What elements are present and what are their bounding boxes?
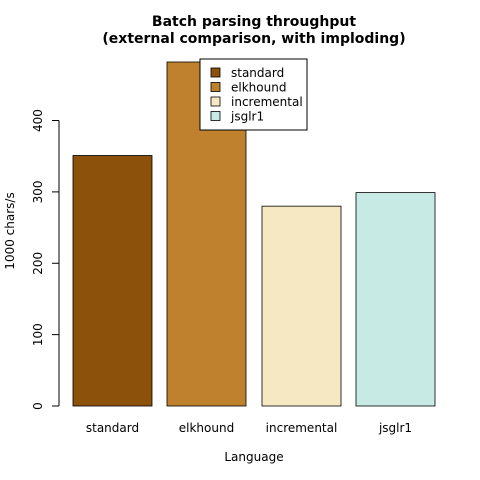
x-axis-labels: standard elkhound incremental jsglr1 [86,421,412,435]
y-tick-label-100: 100 [31,323,45,346]
legend-label-elkhound: elkhound [231,81,286,95]
legend-label-standard: standard [231,66,284,80]
chart-title: Batch parsing throughput [152,14,356,30]
y-tick-label-300: 300 [31,180,45,203]
y-tick-label-200: 200 [31,252,45,275]
bar-incremental [261,205,342,407]
x-tick-label-elkhound: elkhound [179,421,234,435]
x-tick-label-incremental: incremental [266,421,338,435]
legend-label-incremental: incremental [231,95,303,109]
y-axis: 0 100 200 300 400 [31,109,60,410]
legend-swatch-jsglr1 [210,111,221,121]
legend-swatch-elkhound [210,82,221,92]
y-axis-label: 1000 chars/s [3,192,17,269]
legend-label-jsglr1: jsglr1 [230,110,264,124]
legend-swatch-incremental [210,96,221,107]
x-tick-label-jsglr1: jsglr1 [378,421,412,435]
bar-jsglr1 [355,192,436,407]
y-tick-label-400: 400 [31,109,45,132]
x-axis-label: Language [224,450,283,464]
chart-subtitle: (external comparison, with imploding) [102,31,405,47]
y-tick-label-0: 0 [31,402,45,410]
bar-standard [72,155,153,407]
x-tick-label-standard: standard [86,421,139,435]
legend-swatch-standard [210,67,221,78]
